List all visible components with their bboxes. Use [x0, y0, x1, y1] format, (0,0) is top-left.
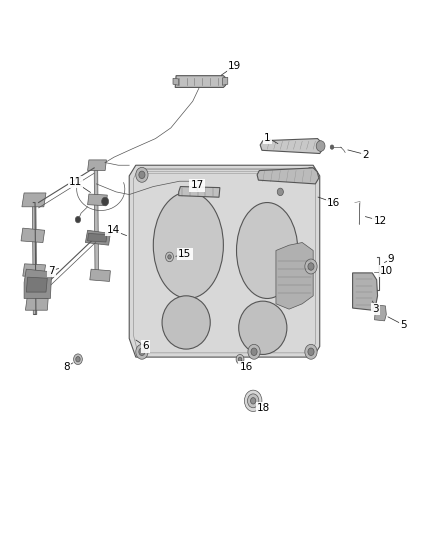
Circle shape	[136, 344, 148, 359]
Circle shape	[308, 348, 314, 356]
Text: 17: 17	[191, 181, 204, 190]
Circle shape	[330, 145, 334, 149]
Text: 19: 19	[228, 61, 241, 71]
Circle shape	[316, 141, 325, 151]
Polygon shape	[179, 187, 220, 197]
Text: 15: 15	[178, 249, 191, 259]
Circle shape	[244, 390, 262, 411]
Polygon shape	[88, 194, 107, 206]
Circle shape	[381, 270, 385, 274]
Polygon shape	[223, 77, 228, 85]
Circle shape	[168, 255, 171, 259]
Polygon shape	[353, 273, 378, 310]
Text: 10: 10	[380, 266, 393, 276]
Circle shape	[139, 171, 145, 179]
Circle shape	[74, 354, 82, 365]
Polygon shape	[173, 78, 179, 85]
Polygon shape	[90, 269, 110, 281]
Circle shape	[75, 216, 81, 223]
Polygon shape	[24, 269, 52, 298]
Text: 1: 1	[264, 133, 271, 142]
Circle shape	[308, 171, 314, 179]
Circle shape	[136, 167, 148, 182]
Circle shape	[251, 348, 257, 356]
Circle shape	[76, 357, 80, 362]
Ellipse shape	[237, 203, 298, 298]
Text: 11: 11	[69, 177, 82, 187]
Circle shape	[247, 394, 259, 408]
Polygon shape	[88, 160, 106, 171]
Polygon shape	[175, 76, 227, 87]
Polygon shape	[22, 193, 46, 207]
Ellipse shape	[153, 192, 223, 298]
Text: 2: 2	[362, 150, 369, 159]
Polygon shape	[88, 233, 107, 242]
Circle shape	[305, 259, 317, 274]
Polygon shape	[26, 277, 47, 292]
Circle shape	[238, 357, 242, 361]
Text: 8: 8	[63, 362, 70, 372]
Polygon shape	[23, 264, 46, 277]
Circle shape	[305, 167, 317, 182]
Polygon shape	[25, 297, 48, 310]
Polygon shape	[276, 243, 313, 309]
Circle shape	[248, 344, 260, 359]
Ellipse shape	[162, 296, 210, 349]
Text: 18: 18	[257, 403, 270, 413]
Text: 16: 16	[240, 362, 253, 372]
Ellipse shape	[239, 301, 287, 354]
Circle shape	[277, 188, 283, 196]
Text: 6: 6	[142, 342, 149, 351]
Text: 3: 3	[372, 304, 379, 314]
Polygon shape	[32, 203, 37, 314]
Circle shape	[236, 354, 244, 364]
Text: 9: 9	[388, 254, 395, 264]
Text: 14: 14	[106, 225, 120, 235]
Polygon shape	[85, 230, 110, 245]
Polygon shape	[374, 305, 386, 321]
Circle shape	[166, 252, 173, 262]
Polygon shape	[129, 165, 320, 357]
Text: 16: 16	[327, 198, 340, 207]
Text: 7: 7	[48, 266, 55, 276]
Circle shape	[102, 197, 109, 206]
Polygon shape	[94, 165, 99, 278]
Text: 12: 12	[374, 216, 387, 225]
Circle shape	[305, 344, 317, 359]
Polygon shape	[257, 168, 319, 184]
Circle shape	[251, 398, 256, 404]
Circle shape	[308, 263, 314, 270]
Polygon shape	[21, 228, 45, 243]
Circle shape	[139, 348, 145, 356]
Polygon shape	[260, 139, 323, 154]
Text: 5: 5	[400, 320, 407, 330]
